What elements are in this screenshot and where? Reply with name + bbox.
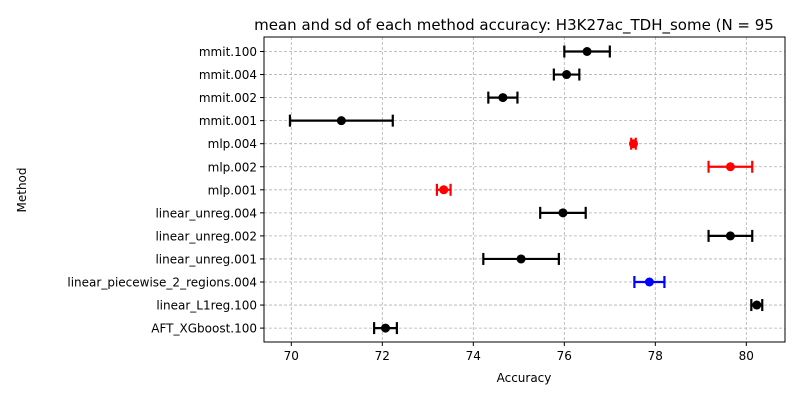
y-tick-label: mmit.004	[199, 68, 257, 82]
mean-marker	[582, 47, 592, 56]
errorbar-point	[707, 229, 754, 242]
y-tick-label: AFT_XGboost.100	[151, 322, 257, 336]
y-tick-label: mlp.004	[208, 137, 257, 151]
mean-marker	[439, 185, 449, 195]
y-tick-label: mmit.001	[199, 114, 257, 128]
errorbar-point	[539, 206, 587, 219]
errorbar-point	[563, 45, 611, 58]
y-tick-label: linear_unreg.002	[155, 229, 257, 243]
errorbar-point	[628, 137, 638, 150]
errorbar-point	[373, 322, 398, 335]
axis-ticks: 70 72 74 76 78 80 mmit.100 mmit.004 mmit.002 mmit…	[67, 45, 754, 363]
y-tick-label: linear_unreg.001	[155, 252, 257, 266]
x-tick-label: 80	[739, 349, 754, 363]
mean-marker	[336, 116, 346, 126]
mean-marker	[644, 277, 654, 287]
y-tick-label: mlp.002	[208, 160, 257, 174]
errorbar-point	[750, 299, 764, 312]
y-tick-label: mmit.100	[199, 45, 257, 59]
errorbar-point	[707, 160, 754, 173]
errorbar-point	[487, 91, 519, 104]
y-tick-label: linear_unreg.004	[155, 206, 257, 220]
errorbar-point	[482, 252, 560, 265]
grid	[264, 37, 785, 342]
y-tick-label: mmit.002	[199, 91, 257, 105]
data-marks	[288, 45, 764, 335]
mean-marker	[516, 254, 526, 264]
errorbar-point	[288, 114, 394, 127]
mean-marker	[558, 208, 568, 218]
y-axis-label: Method	[15, 167, 29, 212]
mean-marker	[380, 323, 390, 333]
x-tick-label: 74	[466, 349, 481, 363]
mean-marker	[498, 93, 508, 103]
y-tick-label: mlp.001	[208, 183, 257, 197]
mean-marker	[725, 231, 735, 241]
chart-title: mean and sd of each method accuracy: H3K…	[254, 16, 774, 35]
y-tick-label: linear_piecewise_2_regions.004	[67, 276, 257, 290]
x-tick-label: 70	[284, 349, 299, 363]
x-tick-label: 78	[648, 349, 663, 363]
errorbar-point	[552, 68, 581, 81]
x-tick-label: 72	[375, 349, 390, 363]
errorbar-point	[435, 183, 452, 196]
x-tick-label: 76	[557, 349, 572, 363]
x-axis-label: Accuracy	[497, 371, 552, 385]
mean-marker	[562, 70, 572, 80]
mean-marker	[725, 162, 735, 172]
mean-marker	[628, 139, 638, 149]
mean-marker	[752, 300, 762, 310]
y-tick-label: linear_L1reg.100	[156, 299, 257, 313]
errorbar-point	[633, 276, 666, 288]
